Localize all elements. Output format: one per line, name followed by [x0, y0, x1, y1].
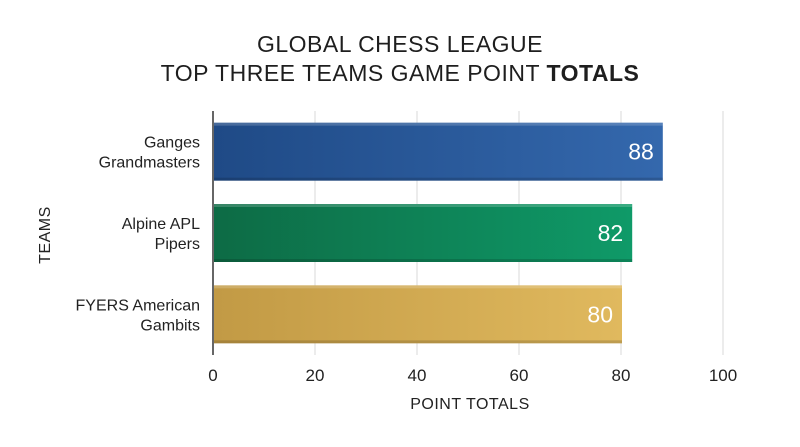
data-label: 80 — [587, 301, 613, 327]
category-label: Ganges — [144, 135, 200, 152]
x-tick-label: 80 — [612, 366, 631, 385]
bar-shadow — [214, 259, 633, 262]
data-label: 88 — [628, 139, 654, 165]
x-tick-label: 100 — [709, 366, 737, 385]
x-axis-label: POINT TOTALS — [410, 396, 530, 413]
chart-title-line-2: TOP THREE TEAMS GAME POINT TOTALS — [0, 60, 800, 87]
chart-title-bold: TOTALS — [546, 60, 640, 86]
category-label: Alpine APL — [122, 216, 200, 233]
bars — [214, 122, 663, 344]
chart-title-line-1: GLOBAL CHESS LEAGUE — [256, 31, 544, 57]
labels: 0 20 40 60 80 100 88 Ganges Grandmasters 82 Alpine… — [76, 135, 738, 385]
x-tick-label: 60 — [510, 366, 529, 385]
bar-highlight — [214, 204, 633, 207]
chart-title-prefix: TOP THREE TEAMS GAME POINT — [160, 60, 547, 86]
data-label: 82 — [598, 220, 624, 246]
category-label: Gambits — [140, 317, 200, 334]
bar — [214, 122, 663, 181]
bar-highlight — [214, 285, 622, 289]
x-tick-label: 0 — [208, 366, 217, 385]
bar-shadow — [214, 340, 622, 344]
bar-highlight — [214, 122, 663, 126]
bar — [214, 285, 622, 344]
bar-shadow — [214, 177, 663, 181]
y-axis-label: TEAMS — [37, 206, 54, 264]
category-label: FYERS American — [76, 297, 200, 314]
x-tick-label: 40 — [408, 366, 427, 385]
category-label: Grandmasters — [99, 155, 200, 172]
category-label: Pipers — [155, 236, 200, 253]
bar — [214, 204, 633, 262]
x-tick-label: 20 — [306, 366, 325, 385]
